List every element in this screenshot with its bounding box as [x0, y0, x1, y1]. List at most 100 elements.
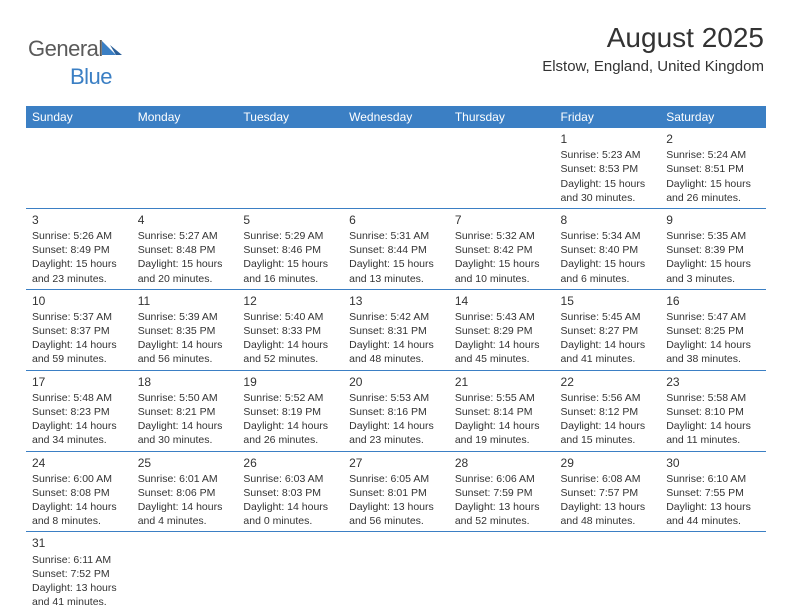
daylight-text: and 8 minutes. — [32, 514, 126, 528]
calendar-cell: 24Sunrise: 6:00 AMSunset: 8:08 PMDayligh… — [26, 451, 132, 532]
sunrise-text: Sunrise: 5:29 AM — [243, 229, 337, 243]
calendar-cell — [132, 532, 238, 612]
calendar-row: 17Sunrise: 5:48 AMSunset: 8:23 PMDayligh… — [26, 370, 766, 451]
sunset-text: Sunset: 8:40 PM — [561, 243, 655, 257]
calendar-cell: 27Sunrise: 6:05 AMSunset: 8:01 PMDayligh… — [343, 451, 449, 532]
calendar-cell — [449, 128, 555, 208]
daylight-text: and 30 minutes. — [138, 433, 232, 447]
day-number: 10 — [32, 293, 126, 309]
sunrise-text: Sunrise: 6:03 AM — [243, 472, 337, 486]
sunset-text: Sunset: 8:03 PM — [243, 486, 337, 500]
sunset-text: Sunset: 8:37 PM — [32, 324, 126, 338]
day-number: 13 — [349, 293, 443, 309]
day-number: 17 — [32, 374, 126, 390]
calendar-cell: 2Sunrise: 5:24 AMSunset: 8:51 PMDaylight… — [660, 128, 766, 208]
day-number: 12 — [243, 293, 337, 309]
calendar-cell: 26Sunrise: 6:03 AMSunset: 8:03 PMDayligh… — [237, 451, 343, 532]
day-number: 7 — [455, 212, 549, 228]
calendar-cell: 25Sunrise: 6:01 AMSunset: 8:06 PMDayligh… — [132, 451, 238, 532]
daylight-text: and 38 minutes. — [666, 352, 760, 366]
calendar-cell: 5Sunrise: 5:29 AMSunset: 8:46 PMDaylight… — [237, 208, 343, 289]
sunset-text: Sunset: 8:51 PM — [666, 162, 760, 176]
daylight-text: Daylight: 14 hours — [138, 419, 232, 433]
daylight-text: and 48 minutes. — [561, 514, 655, 528]
calendar-cell — [343, 128, 449, 208]
day-number: 30 — [666, 455, 760, 471]
daylight-text: Daylight: 13 hours — [349, 500, 443, 514]
weekday-header: Friday — [555, 106, 661, 128]
daylight-text: and 10 minutes. — [455, 272, 549, 286]
sunset-text: Sunset: 8:12 PM — [561, 405, 655, 419]
calendar-cell — [132, 128, 238, 208]
daylight-text: Daylight: 14 hours — [455, 419, 549, 433]
sunrise-text: Sunrise: 5:37 AM — [32, 310, 126, 324]
calendar-row: 24Sunrise: 6:00 AMSunset: 8:08 PMDayligh… — [26, 451, 766, 532]
daylight-text: and 15 minutes. — [561, 433, 655, 447]
daylight-text: Daylight: 13 hours — [561, 500, 655, 514]
sunrise-text: Sunrise: 5:55 AM — [455, 391, 549, 405]
daylight-text: Daylight: 14 hours — [666, 338, 760, 352]
calendar-cell: 18Sunrise: 5:50 AMSunset: 8:21 PMDayligh… — [132, 370, 238, 451]
sunset-text: Sunset: 8:49 PM — [32, 243, 126, 257]
sunset-text: Sunset: 8:39 PM — [666, 243, 760, 257]
day-number: 26 — [243, 455, 337, 471]
sunset-text: Sunset: 8:16 PM — [349, 405, 443, 419]
daylight-text: and 26 minutes. — [243, 433, 337, 447]
daylight-text: Daylight: 13 hours — [32, 581, 126, 595]
daylight-text: Daylight: 14 hours — [32, 338, 126, 352]
daylight-text: and 11 minutes. — [666, 433, 760, 447]
header: GeneralBlue August 2025 Elstow, England,… — [0, 0, 792, 98]
sunrise-text: Sunrise: 6:10 AM — [666, 472, 760, 486]
location-subtitle: Elstow, England, United Kingdom — [542, 58, 764, 75]
calendar-cell: 21Sunrise: 5:55 AMSunset: 8:14 PMDayligh… — [449, 370, 555, 451]
calendar-cell — [237, 128, 343, 208]
sunset-text: Sunset: 8:21 PM — [138, 405, 232, 419]
sunrise-text: Sunrise: 6:11 AM — [32, 553, 126, 567]
calendar-cell: 20Sunrise: 5:53 AMSunset: 8:16 PMDayligh… — [343, 370, 449, 451]
day-number: 9 — [666, 212, 760, 228]
calendar-cell: 3Sunrise: 5:26 AMSunset: 8:49 PMDaylight… — [26, 208, 132, 289]
day-number: 19 — [243, 374, 337, 390]
weekday-header: Tuesday — [237, 106, 343, 128]
sunrise-text: Sunrise: 5:35 AM — [666, 229, 760, 243]
sunrise-text: Sunrise: 6:00 AM — [32, 472, 126, 486]
calendar-cell: 8Sunrise: 5:34 AMSunset: 8:40 PMDaylight… — [555, 208, 661, 289]
calendar-cell: 6Sunrise: 5:31 AMSunset: 8:44 PMDaylight… — [343, 208, 449, 289]
calendar-cell — [449, 532, 555, 612]
sunset-text: Sunset: 8:10 PM — [666, 405, 760, 419]
calendar-cell: 10Sunrise: 5:37 AMSunset: 8:37 PMDayligh… — [26, 289, 132, 370]
sunset-text: Sunset: 8:14 PM — [455, 405, 549, 419]
sunset-text: Sunset: 8:35 PM — [138, 324, 232, 338]
daylight-text: and 56 minutes. — [349, 514, 443, 528]
daylight-text: and 59 minutes. — [32, 352, 126, 366]
daylight-text: Daylight: 13 hours — [455, 500, 549, 514]
day-number: 29 — [561, 455, 655, 471]
sunrise-text: Sunrise: 5:50 AM — [138, 391, 232, 405]
daylight-text: and 6 minutes. — [561, 272, 655, 286]
sunset-text: Sunset: 8:25 PM — [666, 324, 760, 338]
day-number: 1 — [561, 131, 655, 147]
weekday-header: Sunday — [26, 106, 132, 128]
sunrise-text: Sunrise: 5:24 AM — [666, 148, 760, 162]
daylight-text: Daylight: 15 hours — [561, 257, 655, 271]
day-number: 5 — [243, 212, 337, 228]
calendar-cell: 23Sunrise: 5:58 AMSunset: 8:10 PMDayligh… — [660, 370, 766, 451]
daylight-text: and 44 minutes. — [666, 514, 760, 528]
calendar-table: Sunday Monday Tuesday Wednesday Thursday… — [26, 106, 766, 612]
calendar-cell: 17Sunrise: 5:48 AMSunset: 8:23 PMDayligh… — [26, 370, 132, 451]
sunrise-text: Sunrise: 5:45 AM — [561, 310, 655, 324]
logo-text-part2: Blue — [70, 64, 112, 89]
day-number: 15 — [561, 293, 655, 309]
daylight-text: Daylight: 15 hours — [349, 257, 443, 271]
daylight-text: and 26 minutes. — [666, 191, 760, 205]
logo-text-part1: General — [28, 36, 103, 61]
day-number: 16 — [666, 293, 760, 309]
calendar-cell: 28Sunrise: 6:06 AMSunset: 7:59 PMDayligh… — [449, 451, 555, 532]
daylight-text: Daylight: 14 hours — [561, 338, 655, 352]
sunset-text: Sunset: 8:42 PM — [455, 243, 549, 257]
daylight-text: Daylight: 14 hours — [666, 419, 760, 433]
sunrise-text: Sunrise: 5:53 AM — [349, 391, 443, 405]
sunset-text: Sunset: 8:53 PM — [561, 162, 655, 176]
calendar-cell: 16Sunrise: 5:47 AMSunset: 8:25 PMDayligh… — [660, 289, 766, 370]
daylight-text: Daylight: 15 hours — [32, 257, 126, 271]
